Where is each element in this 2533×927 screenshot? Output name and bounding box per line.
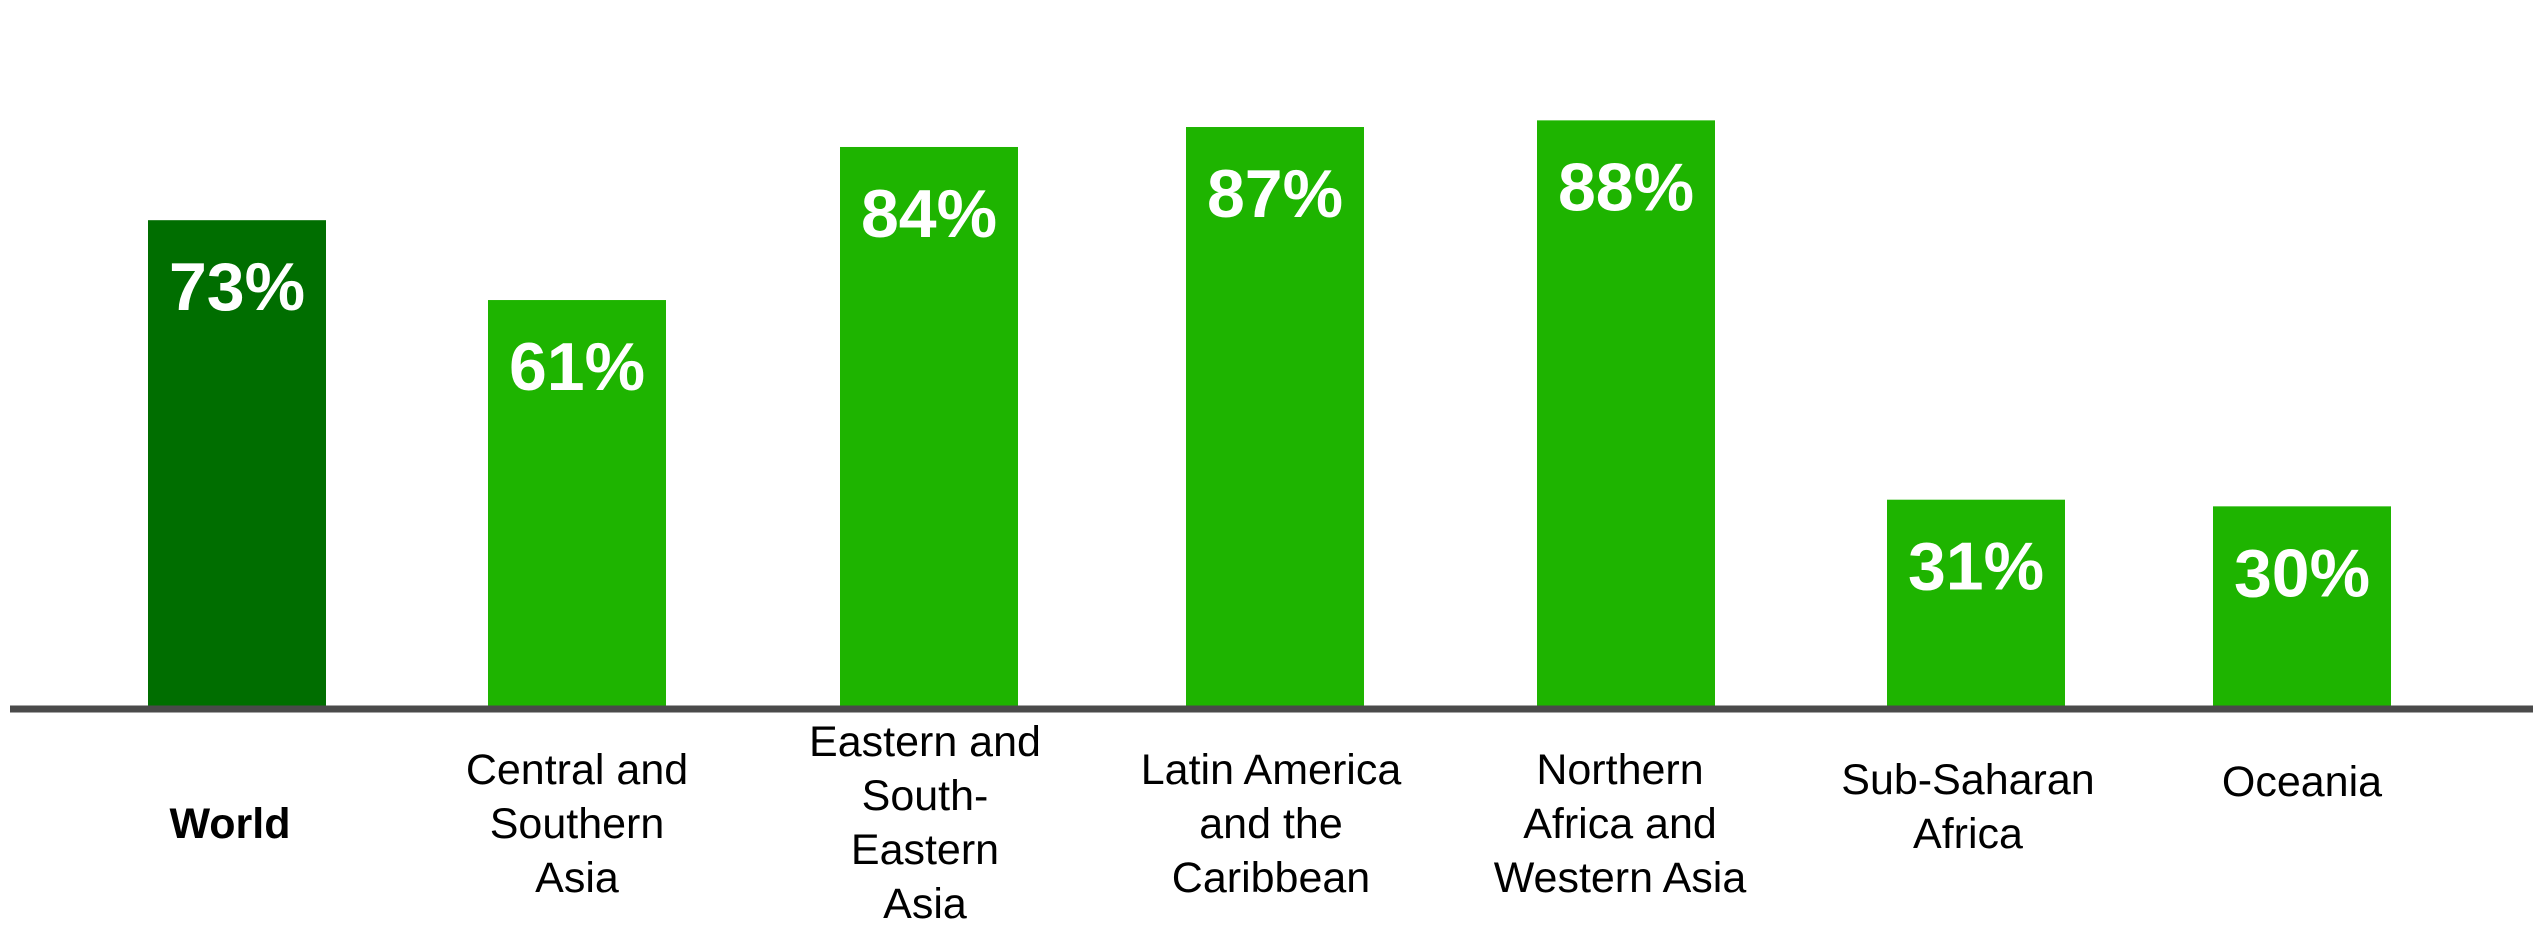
bar-4 [1537, 120, 1715, 707]
category-label-line: World [169, 800, 290, 848]
bar-3 [1186, 127, 1364, 706]
category-label-line: Caribbean [1172, 854, 1370, 902]
bar-0 [148, 220, 326, 706]
category-label-line: Oceania [2222, 758, 2382, 806]
bar-1 [488, 300, 666, 706]
bar-6 [2213, 506, 2391, 706]
value-labels-group: 73% 61% 84% 87% 88% 31% 30% [169, 149, 2370, 611]
category-label-line: and the [1199, 800, 1342, 848]
category-label-line: Sub-Saharan [1841, 756, 2094, 804]
bar-value-label: 88% [1558, 149, 1694, 225]
bars-group [148, 120, 2391, 707]
category-label: Central and Southern Asia [466, 746, 688, 902]
category-label-line: Southern [490, 800, 665, 848]
category-label-line: Latin America [1141, 746, 1402, 794]
category-label-line: Asia [883, 880, 967, 927]
bar-value-label: 87% [1207, 156, 1343, 232]
category-label: Sub-Saharan Africa [1841, 756, 2094, 858]
bar-5 [1887, 499, 2065, 706]
category-label-line: Africa and [1523, 800, 1717, 848]
category-label: Latin America and the Caribbean [1141, 746, 1402, 902]
category-label-line: Western Asia [1494, 854, 1747, 902]
bar-2 [840, 146, 1018, 707]
category-label-line: South- [862, 772, 989, 820]
bar-value-label: 30% [2234, 535, 2370, 611]
bar-value-label: 31% [1908, 529, 2044, 605]
category-label: World [169, 800, 290, 848]
category-labels-group: World Central and Southern Asia Eastern and S… [169, 718, 2382, 927]
category-label: Eastern and South- Eastern Asia [809, 718, 1041, 927]
bar-value-label: 73% [169, 249, 305, 325]
category-label: Oceania [2222, 758, 2382, 806]
category-label-line: Northern [1536, 746, 1703, 794]
category-label-line: Eastern [851, 826, 999, 874]
bar-value-label: 61% [509, 329, 645, 405]
bar-value-label: 84% [861, 176, 997, 252]
category-label-line: Africa [1913, 810, 2023, 858]
category-label-line: Asia [535, 854, 619, 902]
category-label: Northern Africa and Western Asia [1494, 746, 1747, 902]
category-label-line: Eastern and [809, 718, 1041, 766]
category-label-line: Central and [466, 746, 688, 794]
